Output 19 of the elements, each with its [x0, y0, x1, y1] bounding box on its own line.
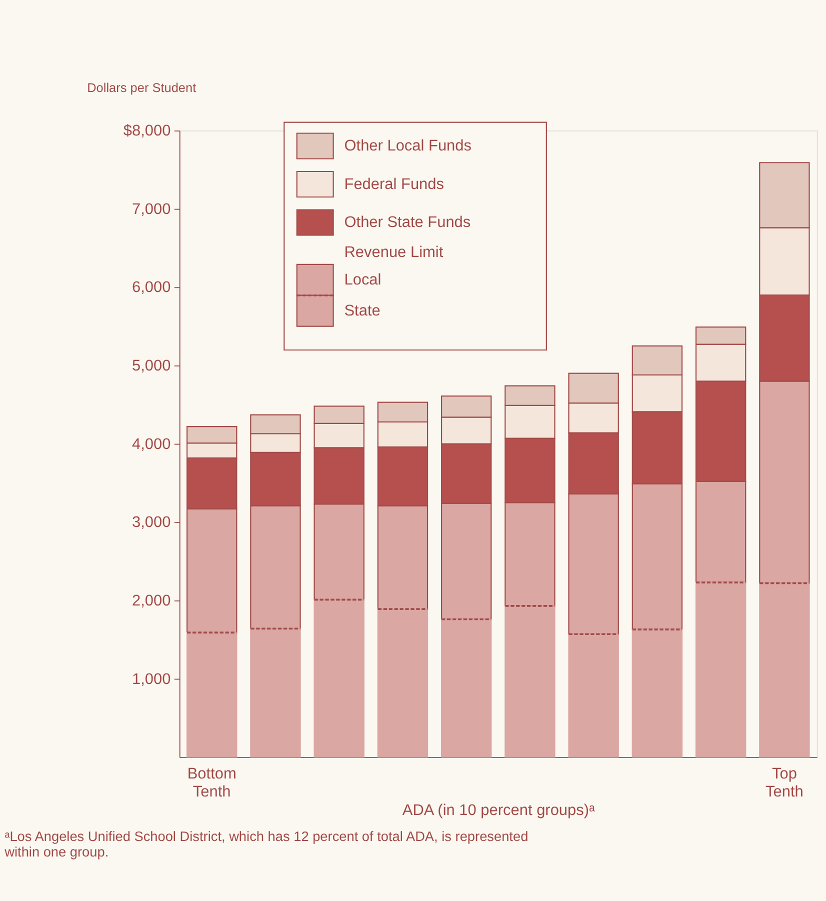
x-axis-title: ADA (in 10 percent groups)ᵃ [402, 802, 596, 819]
y-tick-label: 4,000 [132, 436, 171, 453]
legend-title: Revenue Limit [344, 244, 444, 262]
y-tick-label: 6,000 [132, 279, 171, 296]
y-tick-label: 7,000 [132, 200, 171, 218]
y-axis-title: Dollars per Student [87, 80, 197, 95]
y-tick-label: 1,000 [132, 670, 171, 688]
legend-label: Other State Funds [344, 214, 471, 232]
legend-label: State [344, 302, 380, 320]
y-tick-label: 3,000 [132, 514, 171, 532]
legend-label: Local [344, 271, 382, 288]
x-tick-label: Bottom Tenth [187, 765, 236, 801]
legend-label: Federal Funds [344, 176, 444, 193]
text: ᵃLos Angeles Unified School District, which has 12 percent of total ADA, is represented within one group. [4, 828, 528, 860]
x-tick-label: Top Tenth [766, 765, 804, 801]
y-tick-label: $8,000 [123, 122, 171, 140]
y-tick-label: 2,000 [132, 592, 171, 610]
legend-label: Other Local Funds [344, 138, 472, 155]
y-tick-label: 5,000 [132, 357, 171, 374]
